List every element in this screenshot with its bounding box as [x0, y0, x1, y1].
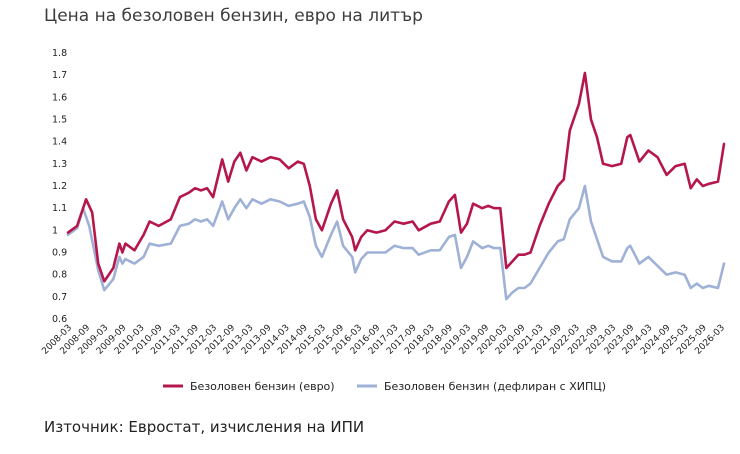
series-lines — [66, 71, 726, 301]
y-tick-label: 1.6 — [52, 92, 67, 103]
y-tick-label: 1.7 — [52, 70, 67, 81]
series-line-1 — [66, 184, 726, 301]
legend: Безоловен бензин (евро) Безоловен бензин … — [163, 380, 606, 393]
y-tick-label: 1.5 — [52, 115, 67, 126]
y-tick-label: 0.7 — [52, 292, 67, 303]
legend-label-0: Безоловен бензин (евро) — [190, 380, 335, 393]
y-tick-label: 0.6 — [52, 314, 67, 325]
y-tick-label: 1.4 — [52, 137, 67, 148]
y-tick-label: 0.9 — [52, 248, 67, 259]
y-tick-label: 1.3 — [52, 159, 67, 170]
series-line-0 — [66, 71, 726, 283]
y-tick-label: 1.1 — [52, 203, 67, 214]
y-tick-label: 1 — [52, 225, 58, 236]
y-tick-label: 1.8 — [52, 48, 67, 59]
line-chart: 0.6 0.7 0.8 0.9 1 1.1 1.2 1.3 1.4 1.5 1.6 1.7 1.8 20… — [40, 48, 727, 393]
y-tick-label: 1.2 — [52, 181, 67, 192]
source-note: Източник: Евростат, изчисления на ИПИ — [44, 418, 365, 436]
chart-title: Цена на безоловен бензин, евро на литър — [44, 6, 423, 26]
legend-label-1: Безоловен бензин (дефлиран с ХИПЦ) — [384, 380, 606, 393]
x-axis: 2008-032008-092009-032009-092010-032010-… — [40, 323, 727, 357]
y-axis: 0.6 0.7 0.8 0.9 1 1.1 1.2 1.3 1.4 1.5 1.6 1.7 1.8 — [52, 48, 67, 325]
y-tick-label: 0.8 — [52, 270, 67, 281]
